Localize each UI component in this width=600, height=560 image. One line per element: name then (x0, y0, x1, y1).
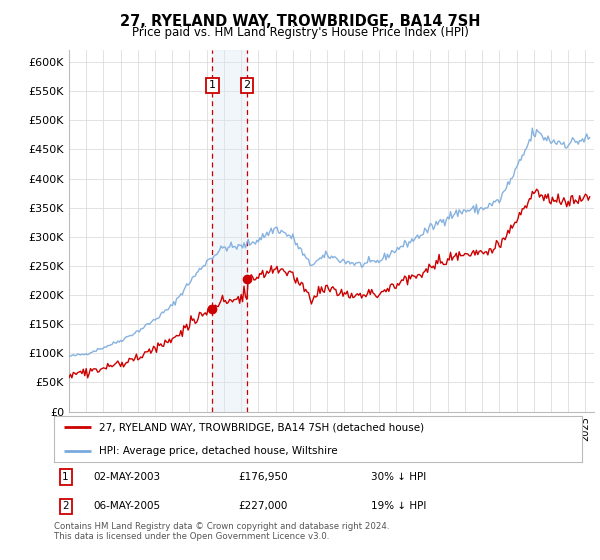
Text: 02-MAY-2003: 02-MAY-2003 (94, 472, 161, 482)
Text: 1: 1 (209, 80, 216, 90)
Text: Contains HM Land Registry data © Crown copyright and database right 2024.
This d: Contains HM Land Registry data © Crown c… (54, 522, 389, 542)
Text: £227,000: £227,000 (239, 501, 288, 511)
Text: 2: 2 (244, 80, 250, 90)
Text: 30% ↓ HPI: 30% ↓ HPI (371, 472, 426, 482)
Bar (212, 50, 247, 412)
Text: HPI: Average price, detached house, Wiltshire: HPI: Average price, detached house, Wilt… (99, 446, 338, 456)
Text: 2: 2 (62, 501, 69, 511)
Text: Price paid vs. HM Land Registry's House Price Index (HPI): Price paid vs. HM Land Registry's House … (131, 26, 469, 39)
Text: 19% ↓ HPI: 19% ↓ HPI (371, 501, 426, 511)
Text: 27, RYELAND WAY, TROWBRIDGE, BA14 7SH: 27, RYELAND WAY, TROWBRIDGE, BA14 7SH (120, 14, 480, 29)
Text: £176,950: £176,950 (239, 472, 289, 482)
Text: 1: 1 (62, 472, 69, 482)
Text: 06-MAY-2005: 06-MAY-2005 (94, 501, 161, 511)
Text: 27, RYELAND WAY, TROWBRIDGE, BA14 7SH (detached house): 27, RYELAND WAY, TROWBRIDGE, BA14 7SH (d… (99, 422, 424, 432)
